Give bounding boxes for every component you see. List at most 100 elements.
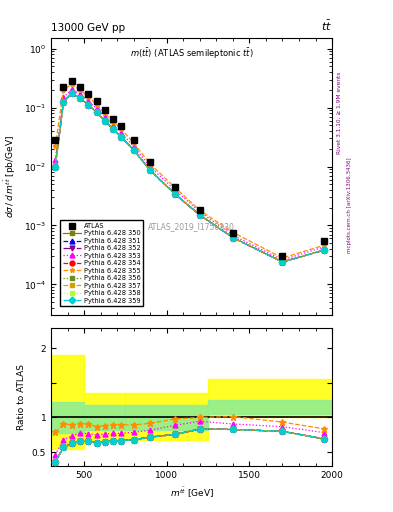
Pythia 6.428 352: [86, 102, 91, 108]
Pythia 6.428 358: [53, 163, 58, 169]
Pythia 6.428 350: [61, 99, 66, 105]
Pythia 6.428 355: [78, 87, 83, 93]
Pythia 6.428 350: [148, 167, 152, 174]
Pythia 6.428 352: [148, 167, 152, 174]
ATLAS: [119, 123, 124, 130]
Pythia 6.428 353: [70, 86, 74, 92]
Pythia 6.428 352: [131, 147, 136, 153]
Pythia 6.428 359: [173, 191, 177, 197]
Text: $t\bar{t}$: $t\bar{t}$: [321, 19, 332, 33]
Pythia 6.428 358: [198, 212, 202, 218]
Pythia 6.428 351: [321, 247, 326, 253]
Pythia 6.428 354: [198, 212, 202, 218]
Pythia 6.428 359: [103, 118, 107, 124]
Pythia 6.428 353: [131, 143, 136, 150]
Pythia 6.428 354: [131, 147, 136, 153]
Text: 13000 GeV pp: 13000 GeV pp: [51, 23, 125, 33]
Pythia 6.428 354: [61, 99, 66, 105]
Pythia 6.428 352: [94, 110, 99, 116]
Pythia 6.428 355: [148, 161, 152, 167]
Pythia 6.428 356: [103, 118, 107, 124]
Pythia 6.428 352: [231, 234, 235, 241]
Pythia 6.428 359: [78, 95, 83, 101]
Y-axis label: $d\sigma\,/\,d\,m^{t\bar{t}}$ [pb/GeV]: $d\sigma\,/\,d\,m^{t\bar{t}}$ [pb/GeV]: [2, 135, 18, 218]
Pythia 6.428 357: [280, 259, 285, 265]
Line: Pythia 6.428 357: Pythia 6.428 357: [53, 91, 326, 264]
ATLAS: [103, 106, 107, 113]
Pythia 6.428 359: [86, 102, 91, 108]
Legend: ATLAS, Pythia 6.428 350, Pythia 6.428 351, Pythia 6.428 352, Pythia 6.428 353, P: ATLAS, Pythia 6.428 350, Pythia 6.428 35…: [60, 220, 143, 306]
Pythia 6.428 356: [231, 234, 235, 241]
Pythia 6.428 353: [94, 105, 99, 112]
Pythia 6.428 352: [198, 212, 202, 218]
Pythia 6.428 352: [119, 134, 124, 140]
Pythia 6.428 358: [78, 95, 83, 101]
Pythia 6.428 351: [280, 259, 285, 265]
Pythia 6.428 353: [119, 130, 124, 136]
Pythia 6.428 353: [86, 98, 91, 104]
Pythia 6.428 354: [103, 118, 107, 124]
Line: Pythia 6.428 359: Pythia 6.428 359: [53, 91, 326, 264]
ATLAS: [231, 230, 235, 236]
Pythia 6.428 359: [94, 110, 99, 116]
ATLAS: [148, 159, 152, 165]
Line: Pythia 6.428 356: Pythia 6.428 356: [53, 91, 326, 264]
Pythia 6.428 354: [94, 110, 99, 116]
Pythia 6.428 356: [111, 126, 116, 132]
Pythia 6.428 354: [231, 234, 235, 241]
Pythia 6.428 358: [94, 110, 99, 116]
Pythia 6.428 350: [86, 102, 91, 108]
Pythia 6.428 353: [78, 91, 83, 97]
Pythia 6.428 353: [103, 114, 107, 120]
Pythia 6.428 350: [103, 118, 107, 124]
Pythia 6.428 355: [86, 94, 91, 100]
Pythia 6.428 353: [53, 157, 58, 163]
Pythia 6.428 350: [78, 95, 83, 101]
Pythia 6.428 355: [103, 110, 107, 116]
ATLAS: [53, 137, 58, 143]
Pythia 6.428 350: [173, 191, 177, 197]
Pythia 6.428 358: [70, 90, 74, 96]
Pythia 6.428 355: [231, 229, 235, 236]
Pythia 6.428 356: [53, 163, 58, 169]
Pythia 6.428 357: [119, 134, 124, 140]
Pythia 6.428 356: [280, 259, 285, 265]
Pythia 6.428 350: [70, 90, 74, 96]
Pythia 6.428 359: [53, 163, 58, 169]
Pythia 6.428 359: [231, 234, 235, 241]
Pythia 6.428 355: [70, 81, 74, 87]
Pythia 6.428 359: [198, 212, 202, 218]
Pythia 6.428 352: [78, 95, 83, 101]
Pythia 6.428 351: [119, 134, 124, 140]
Pythia 6.428 354: [111, 126, 116, 132]
Pythia 6.428 355: [131, 140, 136, 146]
ATLAS: [70, 78, 74, 84]
Pythia 6.428 351: [173, 191, 177, 197]
Pythia 6.428 356: [131, 147, 136, 153]
Text: ATLAS_2019_I1750330: ATLAS_2019_I1750330: [148, 222, 235, 231]
Pythia 6.428 355: [321, 242, 326, 248]
Line: Pythia 6.428 350: Pythia 6.428 350: [53, 91, 326, 264]
Pythia 6.428 355: [94, 101, 99, 108]
Line: ATLAS: ATLAS: [52, 78, 327, 260]
Pythia 6.428 357: [70, 90, 74, 96]
Pythia 6.428 357: [321, 247, 326, 253]
Pythia 6.428 355: [173, 184, 177, 190]
Pythia 6.428 358: [280, 259, 285, 265]
ATLAS: [173, 184, 177, 190]
Pythia 6.428 351: [111, 126, 116, 132]
ATLAS: [321, 238, 326, 244]
Pythia 6.428 351: [198, 212, 202, 218]
Pythia 6.428 357: [94, 110, 99, 116]
Pythia 6.428 354: [119, 134, 124, 140]
Pythia 6.428 354: [70, 90, 74, 96]
Pythia 6.428 359: [70, 90, 74, 96]
Pythia 6.428 356: [61, 99, 66, 105]
Pythia 6.428 356: [198, 212, 202, 218]
Pythia 6.428 357: [231, 234, 235, 241]
Pythia 6.428 356: [94, 110, 99, 116]
ATLAS: [131, 137, 136, 143]
Pythia 6.428 355: [280, 255, 285, 261]
Text: $m(t\bar{t})$ (ATLAS semileptonic $t\bar{t}$): $m(t\bar{t})$ (ATLAS semileptonic $t\bar…: [130, 47, 253, 61]
Pythia 6.428 358: [321, 247, 326, 253]
